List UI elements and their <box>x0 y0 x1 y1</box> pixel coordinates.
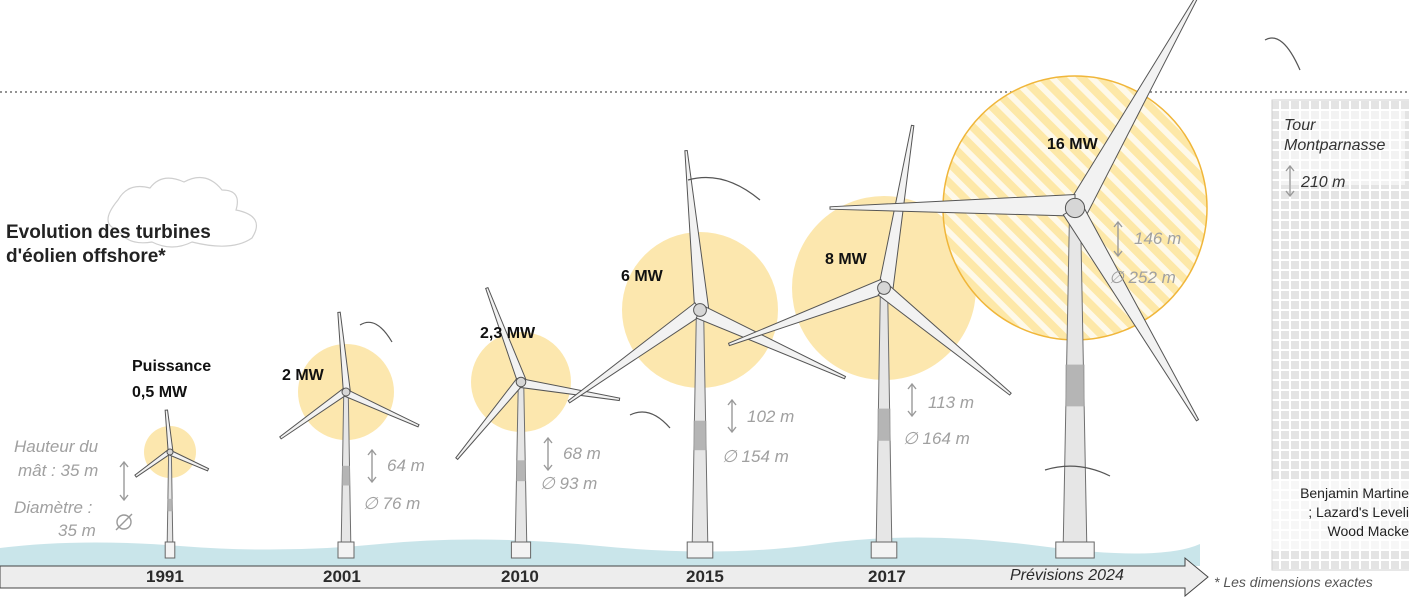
power-2024: 16 MW <box>1047 136 1098 153</box>
tower-foundation <box>870 541 898 559</box>
reference-tower-name-line1: Tour <box>1284 117 1316 134</box>
year-2001: 2001 <box>323 567 361 586</box>
hauteur-label-line2: mât : 35 m <box>18 461 99 480</box>
height-arrowheads <box>367 448 377 484</box>
year-2017: 2017 <box>868 567 906 586</box>
motion-swoosh <box>629 411 671 429</box>
nacelle-hub <box>341 387 351 397</box>
height-arrowheads <box>1113 220 1123 258</box>
rotor-diameter-2001: ∅ 76 m <box>363 494 421 513</box>
motion-swoosh <box>359 321 393 343</box>
tower-foundation <box>337 541 355 559</box>
credits-line1: Benjamin Martine <box>1300 485 1409 501</box>
height-arrowheads <box>907 382 917 418</box>
reference-tower-height: 210 m <box>1301 174 1346 191</box>
hauteur-label-line1: Hauteur du <box>14 437 99 456</box>
turbine-2001 <box>279 311 420 559</box>
power-2010: 2,3 MW <box>480 325 536 342</box>
cloud-drawing <box>107 176 257 248</box>
year-2010: 2010 <box>501 567 539 586</box>
diameter-symbol <box>116 514 132 530</box>
power-1991: 0,5 MW <box>132 384 188 401</box>
height-arrowheads <box>1285 164 1295 198</box>
footnote: * Les dimensions exactes <box>1214 574 1373 590</box>
motion-swoosh <box>1264 37 1301 71</box>
motion-swoosh <box>1044 465 1111 477</box>
credits-backdrop <box>1266 480 1409 550</box>
nacelle-hub <box>515 376 527 388</box>
credits: Benjamin Martine ; Lazard's Leveli Wood … <box>1300 484 1409 541</box>
tour-label-backdrop <box>1280 110 1405 185</box>
credits-line2: ; Lazard's Leveli <box>1308 504 1409 520</box>
turbine-2015 <box>567 149 847 559</box>
power-2001: 2 MW <box>282 367 324 384</box>
rotor-diameter-2024: ∅ 252 m <box>1109 268 1176 287</box>
puissance-label: Puissance <box>132 358 212 375</box>
turbine-prévisions-2024 <box>829 0 1208 559</box>
height-arrowheads <box>727 398 737 434</box>
credits-line3: Wood Macke <box>1327 523 1409 539</box>
mast-height-2015: 102 m <box>747 407 795 426</box>
tower-band <box>342 465 350 486</box>
tower-band <box>516 460 526 482</box>
rotor-diameter-2010: ∅ 93 m <box>540 474 598 493</box>
rotor-diameter-2017: ∅ 164 m <box>903 429 970 448</box>
mast-height-2024: 146 m <box>1134 229 1182 248</box>
tower-band <box>693 420 707 451</box>
diameter-symbol-slash <box>115 513 133 531</box>
tower-foundation <box>164 541 176 559</box>
rotor-diameter-2015: ∅ 154 m <box>722 447 789 466</box>
diametre-label-line2: 35 m <box>58 521 96 540</box>
power-2015: 6 MW <box>621 268 663 285</box>
timeline-arrow <box>0 556 1209 598</box>
motion-swoosh <box>687 177 761 201</box>
height-arrowheads <box>119 460 129 502</box>
tower-band <box>167 498 173 512</box>
reference-tower-name: Tour Montparnasse <box>1284 116 1385 156</box>
graphic-title-line1: Evolution des turbines <box>6 222 211 243</box>
mast-height-2010: 68 m <box>563 444 601 463</box>
mast-height-2001: 64 m <box>387 456 425 475</box>
sea-band <box>0 537 1200 566</box>
reference-tower-name-line2: Montparnasse <box>1284 137 1386 154</box>
nacelle-hub <box>693 303 707 317</box>
tower-foundation <box>510 541 532 559</box>
nacelle-hub <box>877 281 891 295</box>
nacelle-hub <box>166 448 174 456</box>
turbine-1991 <box>134 409 210 559</box>
tower-foundation <box>1055 541 1095 559</box>
tower-band <box>1065 364 1085 407</box>
mast-height-2017: 113 m <box>928 393 974 412</box>
year-2024: Prévisions 2024 <box>1010 567 1124 584</box>
diametre-label-line1: Diamètre : <box>14 498 93 517</box>
turbine-2017 <box>727 124 1012 559</box>
year-2015: 2015 <box>686 567 724 586</box>
height-arrowheads <box>543 436 553 472</box>
nacelle-hub <box>1064 197 1086 219</box>
tower-foundation <box>686 541 714 559</box>
graphic-title-line2: d'éolien offshore* <box>6 246 166 267</box>
graphic-title: Evolution des turbines d'éolien offshore… <box>6 221 211 269</box>
year-1991: 1991 <box>146 567 184 586</box>
tower-band <box>877 408 891 441</box>
turbine-2010 <box>455 286 621 559</box>
power-2017: 8 MW <box>825 251 867 268</box>
